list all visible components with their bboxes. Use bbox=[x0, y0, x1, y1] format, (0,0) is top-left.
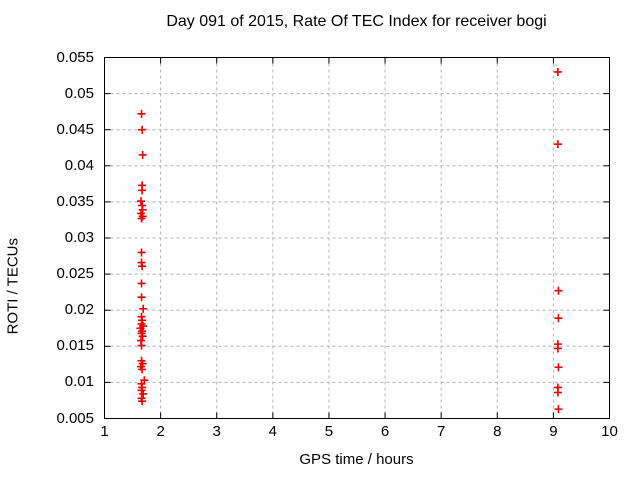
scatter-point bbox=[139, 304, 148, 313]
x-tick-label: 7 bbox=[436, 423, 446, 440]
scatter-point bbox=[138, 186, 147, 195]
x-tick-label: 2 bbox=[156, 423, 165, 440]
data-points bbox=[136, 67, 563, 414]
x-tick-label: 6 bbox=[380, 423, 390, 440]
y-tick-label: 0.005 bbox=[56, 409, 94, 427]
scatter-point bbox=[553, 140, 562, 149]
y-tick-label: 0.015 bbox=[56, 337, 94, 355]
y-tick-label: 0.02 bbox=[64, 301, 94, 319]
gridlines bbox=[104, 57, 610, 419]
scatter-point bbox=[554, 405, 563, 414]
x-tick-label: 10 bbox=[601, 423, 618, 440]
scatter-point bbox=[554, 363, 563, 372]
y-tick-label: 0.025 bbox=[56, 265, 94, 283]
scatter-point bbox=[553, 67, 562, 76]
x-tick-label: 3 bbox=[212, 423, 221, 440]
x-axis-label: GPS time / hours bbox=[299, 451, 414, 468]
scatter-point bbox=[137, 341, 146, 350]
scatter-point bbox=[553, 344, 562, 353]
scatter-point bbox=[554, 286, 563, 295]
y-tick-label: 0.055 bbox=[56, 48, 94, 66]
y-tick-label: 0.04 bbox=[64, 156, 94, 174]
y-axis-label-text: ROTI / TECUs bbox=[4, 238, 21, 335]
scatter-point bbox=[139, 389, 148, 398]
scatter-point bbox=[136, 197, 145, 206]
scatter-point bbox=[137, 109, 146, 118]
scatter-point bbox=[137, 214, 146, 223]
x-tick-label: 5 bbox=[324, 423, 334, 440]
x-tick-label: 9 bbox=[549, 423, 558, 440]
scatter-point bbox=[138, 365, 147, 374]
scatter-point bbox=[138, 262, 147, 271]
scatter-point bbox=[138, 125, 147, 134]
scatter-point bbox=[138, 150, 147, 159]
y-tick-label: 0.01 bbox=[64, 373, 94, 391]
y-tick-label: 0.035 bbox=[56, 192, 94, 210]
tick-marks bbox=[104, 57, 610, 419]
scatter-point bbox=[138, 397, 147, 406]
scatter-point bbox=[137, 248, 146, 257]
scatter-point bbox=[138, 332, 147, 341]
scatter-point bbox=[553, 388, 562, 397]
chart-title: Day 091 of 2015, Rate Of TEC Index for r… bbox=[166, 13, 547, 30]
scatter-point bbox=[137, 279, 146, 288]
x-tick-label: 1 bbox=[100, 423, 109, 440]
x-tick-label: 4 bbox=[268, 423, 277, 440]
y-tick-label: 0.03 bbox=[64, 229, 94, 246]
y-tick-label: 0.05 bbox=[64, 84, 94, 102]
y-tick-label: 0.045 bbox=[56, 120, 94, 138]
scatter-point bbox=[554, 314, 563, 323]
scatter-point bbox=[137, 386, 146, 395]
scatter-point bbox=[137, 293, 146, 302]
x-tick-label: 8 bbox=[493, 423, 502, 440]
